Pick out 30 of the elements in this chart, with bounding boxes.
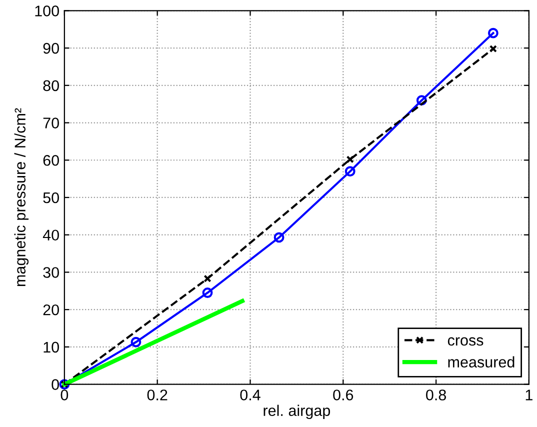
point — [416, 95, 427, 106]
y-tick-label: 50 — [43, 192, 59, 204]
point — [344, 166, 356, 177]
point — [489, 44, 497, 53]
point — [130, 336, 142, 348]
y-tick-label: 20 — [43, 304, 59, 316]
x-axis-title: rel. airgap — [264, 404, 330, 420]
legend-label: measured — [448, 356, 514, 368]
point — [488, 28, 498, 38]
x-tick-label: 1 — [526, 390, 532, 400]
y-tick-label: 30 — [43, 267, 59, 278]
x-tick-label: 0.2 — [147, 390, 168, 400]
x-tick-label: 0.8 — [426, 390, 446, 400]
y-axis-title: magnetic pressure / N/cm² — [14, 108, 29, 286]
y-tick-label: 0 — [52, 379, 59, 390]
point — [346, 156, 354, 164]
y-tick-label: 70 — [43, 118, 59, 128]
y-tick-label: 80 — [43, 80, 59, 92]
point — [274, 232, 284, 243]
y-tick-label: 10 — [44, 342, 59, 353]
x-tick-label: 0.4 — [240, 390, 260, 400]
y-tick-label: 100 — [35, 6, 59, 16]
y-tick-label: 60 — [43, 154, 59, 166]
point — [204, 274, 212, 282]
legend-label: cross — [448, 337, 484, 346]
x-tick-label: 0.6 — [333, 390, 354, 400]
y-tick-label: 90 — [43, 42, 59, 54]
point — [202, 288, 213, 298]
y-tick-label: 40 — [42, 230, 59, 241]
x-tick-label: 0 — [60, 390, 68, 400]
